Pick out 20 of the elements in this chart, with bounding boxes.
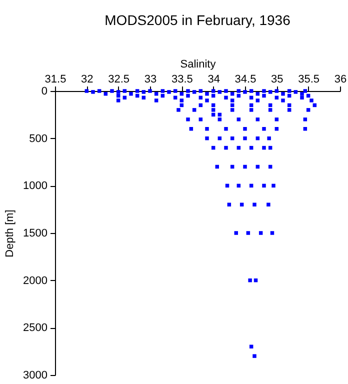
x-tick-label: 32.5 [108,74,130,86]
y-axis-title: Depth [m] [4,210,16,258]
x-tick-label: 32 [81,74,94,86]
y-tick-label: 1500 [23,228,48,240]
y-tick-label: 2000 [23,274,48,287]
x-tick-label: 35.5 [298,74,320,86]
y-tick-label: 2500 [23,322,48,334]
chart-title: MODS2005 in February, 1936 [104,12,291,28]
y-tick-label: 3000 [23,370,48,382]
x-tick-label: 35 [271,74,284,86]
x-tick-label: 33.5 [171,74,193,86]
x-tick-label: 36 [334,74,347,86]
y-tick-label: 1000 [23,180,48,192]
x-tick-label: 31.5 [44,74,66,86]
x-tick-label: 34 [208,74,220,86]
y-tick-label: 500 [29,132,48,145]
x-tick-label: 34.5 [234,74,256,86]
y-tick-label: 0 [41,86,48,98]
x-tick-label: 33 [144,74,157,86]
x-axis-title: Salinity [180,58,216,70]
